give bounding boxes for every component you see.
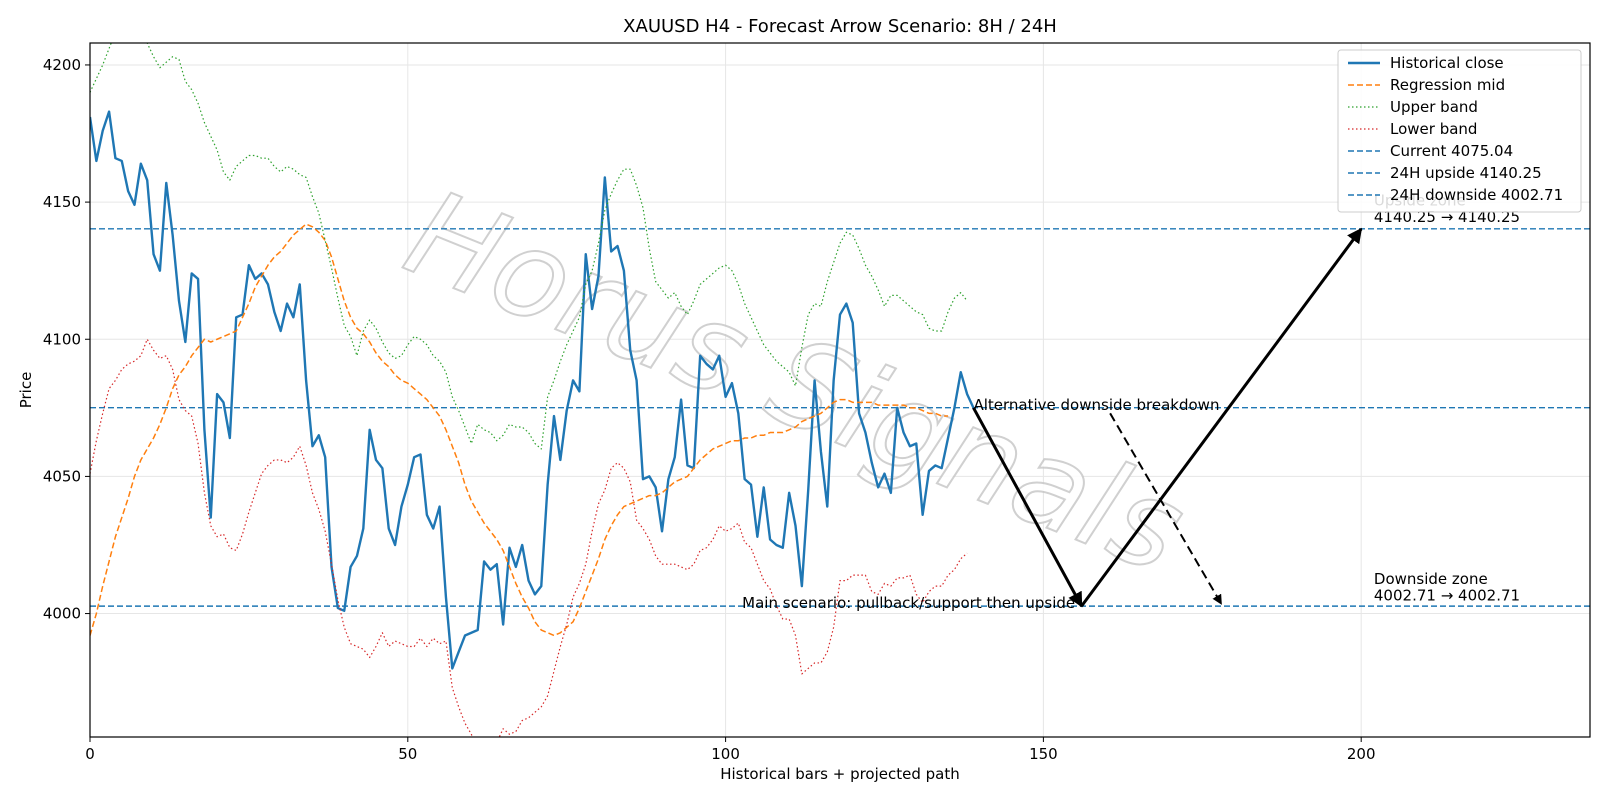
legend-entry-label: 24H upside 4140.25 xyxy=(1390,164,1542,182)
scenario-arrow xyxy=(1080,227,1363,608)
scenario-arrow xyxy=(972,407,1083,608)
watermark-text: Horus Signals xyxy=(389,164,1202,600)
plot-frame xyxy=(89,42,1591,738)
watermark: Horus Signals xyxy=(388,163,1203,601)
scenario-arrow xyxy=(1109,412,1223,605)
y-axis-ticks: 4000 4050 4100 4150 4200 xyxy=(43,56,90,623)
legend-entry-label: Lower band xyxy=(1390,120,1477,138)
annotation-label: Main scenario: pullback/support then ups… xyxy=(742,594,1075,612)
annotation-label: 4002.71 → 4002.71 xyxy=(1374,586,1520,604)
y-tick-label: 4200 xyxy=(43,56,81,74)
legend-entry-label: Upper band xyxy=(1390,98,1478,116)
y-tick-label: 4150 xyxy=(43,193,81,211)
legend-entry-label: Current 4075.04 xyxy=(1390,142,1513,160)
y-tick-label: 4000 xyxy=(43,605,81,623)
legend-box xyxy=(1337,49,1582,213)
chart-title: XAUUSD H4 - Forecast Arrow Scenario: 8H … xyxy=(623,16,1057,37)
scenario-arrows xyxy=(972,227,1363,608)
x-tick-label: 150 xyxy=(1029,745,1058,763)
y-tick-label: 4100 xyxy=(43,330,81,348)
x-tick-label: 0 xyxy=(85,745,95,763)
series-lines xyxy=(90,43,975,737)
legend: Historical close Regression mid Upper band… xyxy=(1337,49,1582,213)
series-line xyxy=(90,223,949,637)
x-tick-label: 200 xyxy=(1347,745,1376,763)
annotation-label: Downside zone xyxy=(1374,570,1488,588)
legend-entry-label: Regression mid xyxy=(1390,76,1505,94)
series-line xyxy=(90,110,975,670)
y-tick-label: 4050 xyxy=(43,467,81,485)
x-tick-label: 100 xyxy=(711,745,740,763)
legend-entry-label: 24H downside 4002.71 xyxy=(1390,186,1563,204)
x-tick-label: 50 xyxy=(398,745,417,763)
level-lines xyxy=(90,228,1590,607)
y-axis-label: Price xyxy=(17,372,35,409)
x-axis-label: Historical bars + projected path xyxy=(720,765,960,783)
x-axis-ticks: 0 50 100 150 200 xyxy=(85,737,1376,763)
annotation-label: Alternative downside breakdown xyxy=(973,396,1219,414)
legend-entry-label: Historical close xyxy=(1390,54,1504,72)
